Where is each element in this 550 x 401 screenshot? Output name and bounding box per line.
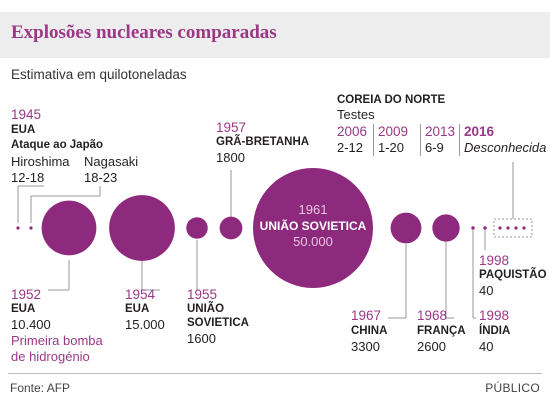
label-korea-2013-year: 2013 [425,124,456,139]
publisher-brand: PÚBLICO [485,381,540,395]
bubble-2009-coreia-do-norte [506,226,510,230]
label-korea-country: COREIA DO NORTE [337,94,446,106]
bubble-2013-coreia-do-norte [514,226,518,230]
chart-subtitle: Estimativa em quilotoneladas [11,67,187,82]
bubble-1952-eua [41,200,97,256]
label-1955-country-line1: UNIÃO [187,303,225,315]
korea-separator [420,124,421,156]
label-hiroshima: Hiroshima [11,154,70,169]
bubble-1955-uniao-sovietica [186,217,208,239]
footer-rule [8,373,542,374]
bubbles [16,168,526,288]
label-1954-year: 1954 [125,287,156,302]
label-1998-pakistan-value: 40 [479,283,494,298]
label-nagasaki-value: 18-23 [84,170,118,185]
bubble-1945-hiroshima [16,226,20,230]
label-1967-value: 3300 [351,339,380,354]
bubble-1954-eua [109,195,175,261]
label-1954-country: EUA [125,303,150,315]
chart-title: Explosões nucleares comparadas [11,22,277,43]
bubble-label-1961-year: 1961 [299,202,328,217]
label-1967-year: 1967 [351,308,382,323]
label-korea-2006-year: 2006 [337,124,368,139]
label-1998-india-value: 40 [479,339,494,354]
label-korea-2016-value: Desconhecida [464,140,547,155]
korea-separator [459,124,460,156]
bubble-1945-nagasaki [29,226,33,230]
leader-lines [17,162,533,319]
bubble-1967-china [390,212,422,244]
label-1998-pakistan-year: 1998 [479,253,510,268]
label-1967-country: CHINA [351,325,388,337]
bubble-1998-paquistao [483,226,487,230]
label-1955-value: 1600 [187,331,216,346]
label-1952-value: 10.400 [11,317,51,332]
title-band [0,12,550,58]
label-1945-event: Ataque ao Japão [11,139,104,151]
label-1998-india-country: ÍNDIA [479,325,511,337]
label-1945-country: EUA [11,124,36,136]
label-1957-country: GRÃ-BRETANHA [216,136,310,148]
label-1952-note-line2: de hidrogénio [11,349,90,364]
korea-separator [373,124,374,156]
label-1955-year: 1955 [187,287,218,302]
label-1968-value: 2600 [417,339,446,354]
label-korea-2006-value: 2-12 [337,140,364,155]
bubble-1957-gra-bretanha [219,216,243,240]
bubble-1998-india [471,226,475,230]
label-korea-2016-year: 2016 [464,124,495,139]
label-1952-note-line1: Primeira bomba [11,333,103,348]
label-1998-india-year: 1998 [479,308,510,323]
label-1955-country-line2: SOVIETICA [187,317,249,329]
label-hiroshima-value: 12-18 [11,170,45,185]
label-korea-2009-year: 2009 [378,124,409,139]
label-1952-country: EUA [11,303,36,315]
label-1954-value: 15.000 [125,317,165,332]
bubble-1961-uniao-sovietica [253,168,373,288]
label-1957-year: 1957 [216,120,247,135]
label-korea-2013-value: 6-9 [425,140,444,155]
label-1945-year: 1945 [11,107,42,122]
bubble-label-1961-country: UNIÃO SOVIETICA [260,218,367,233]
label-1968-country: FRANÇA [417,325,466,337]
label-1968-year: 1968 [417,308,448,323]
source-note: Fonte: AFP [10,381,71,395]
label-korea-2009-value: 1-20 [378,140,405,155]
label-1952-year: 1952 [11,287,42,302]
label-1957-value: 1800 [216,150,245,165]
bubble-2016-coreia-do-norte [522,226,526,230]
label-nagasaki: Nagasaki [84,154,139,169]
bubble-1968-franca [432,214,460,242]
bubble-label-1961-value: 50.000 [293,234,333,249]
label-korea-sub: Testes [337,107,375,122]
label-1998-pakistan-country: PAQUISTÃO [479,269,547,281]
bubble-2006-coreia-do-norte [498,226,502,230]
